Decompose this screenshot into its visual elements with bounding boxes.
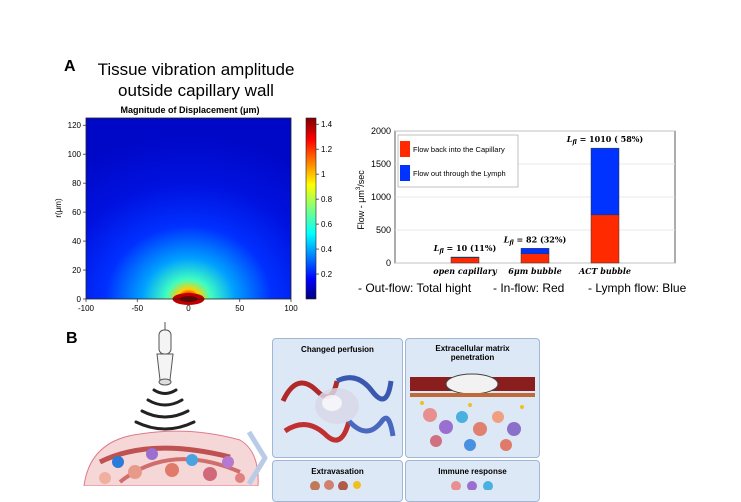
card-immune-response: Immune response bbox=[405, 460, 540, 502]
colorbar-tick-label: 0.2 bbox=[321, 270, 333, 279]
flow-bar-chart: 0 500 1000 1500 2000 open capillary 6μm bubbl… bbox=[356, 126, 676, 276]
extravasation-icon bbox=[310, 480, 361, 490]
colorbar-tick-label: 1.4 bbox=[321, 120, 333, 129]
heatmap-x-tick-label: 0 bbox=[186, 304, 191, 313]
card-extravasation: Extravasation bbox=[272, 460, 403, 502]
note-lymph: - Lymph flow: Blue bbox=[588, 281, 687, 295]
card-title-changed-perfusion: Changed perfusion bbox=[301, 345, 374, 354]
bar-annotations: Lfl = 10 (11%) Lfl = 82 (32%) Lfl = 1010 (… bbox=[433, 134, 644, 255]
legend-swatch-lymph bbox=[400, 165, 410, 181]
bar-y-tick-label: 2000 bbox=[371, 126, 391, 136]
panel-a-letter: A bbox=[64, 58, 76, 75]
heatmap-x-tick-label: -100 bbox=[78, 304, 95, 313]
bar-ylabel: Flow - μm3/sec bbox=[356, 170, 366, 230]
heatmap-y-tick-label: 120 bbox=[68, 121, 82, 130]
ultrasound-probe-icon bbox=[156, 322, 174, 386]
heatmap-x-tick-label: 100 bbox=[284, 304, 298, 313]
bar-y-tick-label: 500 bbox=[376, 225, 391, 235]
heatmap-y-tick-label: 0 bbox=[77, 295, 82, 304]
bar-annotation: Lfl = 10 (11%) bbox=[433, 243, 497, 255]
bar-marks bbox=[450, 147, 620, 264]
bar-y-tick-label: 1000 bbox=[371, 192, 391, 202]
ultrasound-tissue-illustration bbox=[83, 322, 259, 486]
bar-annotation: Lfl = 1010 ( 58%) bbox=[566, 134, 644, 146]
colorbar-tick-label: 0.4 bbox=[321, 245, 333, 254]
heatmap-ylabel: r(μm) bbox=[54, 198, 63, 218]
heatmap-y-tick-label: 80 bbox=[72, 179, 81, 188]
bar-x-tick-label: 6μm bubble bbox=[508, 266, 561, 276]
legend-box bbox=[397, 134, 519, 188]
bar-x-tick-label: ACT bubble bbox=[578, 266, 631, 276]
bar-segment-capillary bbox=[590, 214, 620, 264]
bar-x-labels: open capillary 6μm bubble ACT bubble bbox=[433, 266, 631, 276]
immune-cell-icon bbox=[451, 481, 493, 490]
colorbar-tick-label: 0.8 bbox=[321, 195, 333, 204]
bar-segment-lymph bbox=[450, 256, 480, 258]
bar-x-tick-label: open capillary bbox=[433, 266, 498, 276]
card-title-extravasation: Extravasation bbox=[311, 467, 364, 476]
note-inflow: - In-flow: Red bbox=[493, 281, 565, 295]
panel-a-title-line2: outside capillary wall bbox=[118, 81, 274, 100]
legend-label-capillary: Flow back into the Capillary bbox=[413, 145, 505, 154]
bar-y-ticks: 0 500 1000 1500 2000 bbox=[371, 126, 391, 268]
panel-a-title: Tissue vibration amplitude outside capil… bbox=[80, 59, 312, 101]
card-ecm-penetration: Extracellular matrix penetration bbox=[405, 338, 540, 458]
heatmap-y-ticks: 0 20 40 60 80 100 120 bbox=[68, 121, 86, 304]
bar-segment-lymph bbox=[520, 248, 550, 255]
bar-annotation: Lfl = 82 (32%) bbox=[503, 234, 567, 246]
sound-wave-icon bbox=[134, 388, 196, 431]
bar-y-tick-label: 1500 bbox=[371, 159, 391, 169]
legend-swatch-capillary bbox=[400, 141, 410, 157]
chevron-right-icon bbox=[246, 430, 268, 486]
colorbar-tick-label: 1.2 bbox=[321, 145, 333, 154]
tumor-tissue-icon bbox=[83, 430, 259, 486]
colorbar-ticks: 0.2 0.4 0.6 0.8 1 1.2 1.4 bbox=[316, 120, 333, 279]
bar-legend: Flow back into the Capillary Flow out th… bbox=[397, 134, 519, 188]
heatmap-x-ticks: -100 -50 0 50 100 bbox=[78, 299, 298, 313]
colorbar-tick-label: 0.6 bbox=[321, 220, 333, 229]
heatmap-x-tick-label: -50 bbox=[131, 304, 143, 313]
colorbar-tick-label: 1 bbox=[321, 170, 326, 179]
heatmap-x-tick-label: 50 bbox=[235, 304, 244, 313]
heatmap-y-tick-label: 60 bbox=[72, 208, 81, 217]
heatmap-title: Magnitude of Displacement (μm) bbox=[120, 105, 259, 115]
vessel-network-icon bbox=[280, 375, 396, 443]
bar-segment-capillary bbox=[450, 257, 480, 264]
bar-segment-capillary bbox=[520, 253, 550, 264]
heatmap-y-tick-label: 100 bbox=[68, 150, 82, 159]
bar-y-tick-label: 0 bbox=[386, 258, 391, 268]
legend-label-lymph: Flow out through the Lymph bbox=[413, 169, 506, 178]
panel-b-letter: B bbox=[66, 330, 78, 347]
card-title-immune-response: Immune response bbox=[438, 467, 507, 476]
card-title-ecm-penetration: Extracellular matrix penetration bbox=[435, 344, 510, 362]
heatmap-figure: Magnitude of Displacement (μm) 0 20 40 60 80… bbox=[54, 105, 333, 313]
bar-segment-lymph bbox=[590, 147, 620, 216]
heatmap-y-tick-label: 20 bbox=[72, 266, 81, 275]
panel-a-title-line1: Tissue vibration amplitude bbox=[97, 60, 295, 79]
ecm-tissue-icon bbox=[410, 373, 535, 451]
card-changed-perfusion: Changed perfusion bbox=[272, 338, 403, 458]
colorbar bbox=[305, 117, 317, 300]
heatmap-y-tick-label: 40 bbox=[72, 237, 81, 246]
note-outflow: - Out-flow: Total hight bbox=[358, 281, 472, 295]
heatmap-area bbox=[86, 118, 291, 299]
